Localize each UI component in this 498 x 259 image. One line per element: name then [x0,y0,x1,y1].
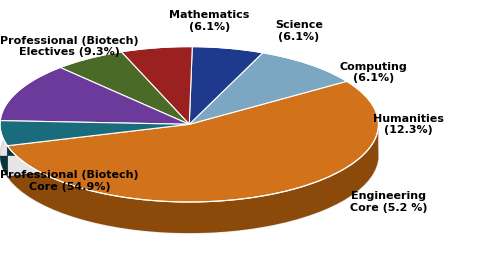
Text: Science
(6.1%): Science (6.1%) [275,20,323,42]
Ellipse shape [0,78,378,233]
Polygon shape [0,124,189,177]
Polygon shape [122,47,192,124]
Text: Mathematics
(6.1%): Mathematics (6.1%) [169,10,249,32]
Text: Engineering
Core (5.2 %): Engineering Core (5.2 %) [350,191,427,213]
Text: Humanities
(12.3%): Humanities (12.3%) [373,113,444,135]
Polygon shape [189,47,263,124]
Polygon shape [7,81,378,202]
Polygon shape [60,52,189,124]
Text: Professional (Biotech)
Core (54.9%): Professional (Biotech) Core (54.9%) [0,170,139,192]
Text: Professional (Biotech)
Electives (9.3%): Professional (Biotech) Electives (9.3%) [0,36,139,57]
Text: Computing
(6.1%): Computing (6.1%) [340,62,407,83]
Polygon shape [7,124,378,233]
Polygon shape [0,121,189,146]
Polygon shape [0,68,189,124]
Polygon shape [189,53,347,124]
